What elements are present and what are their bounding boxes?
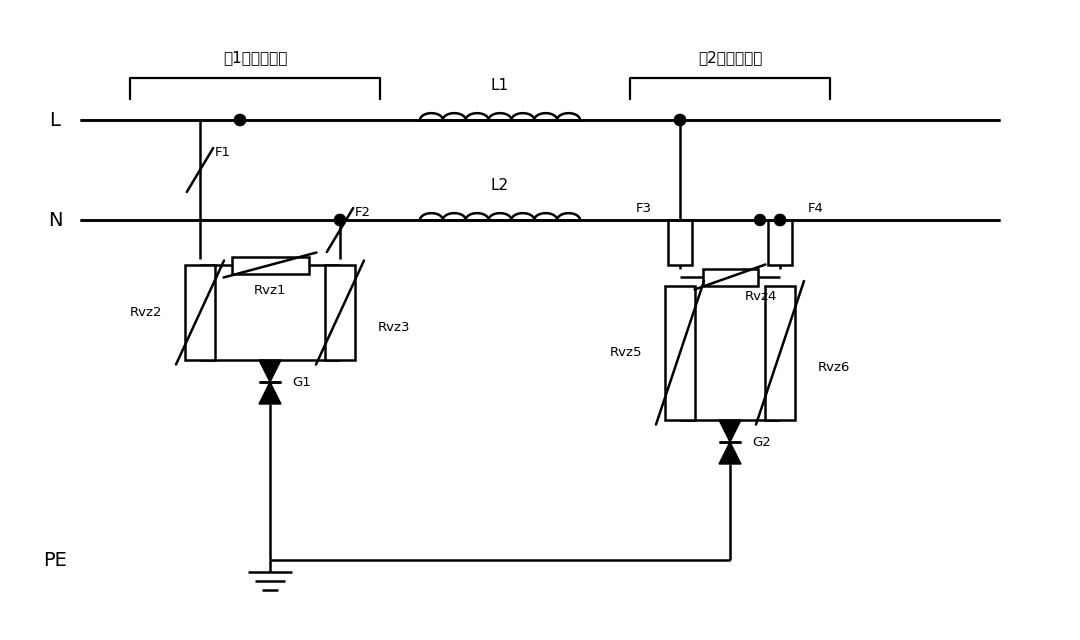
Text: L1: L1 [491, 77, 509, 93]
Text: F4: F4 [808, 202, 824, 214]
Text: Rvz1: Rvz1 [254, 284, 286, 296]
Bar [765, 285, 795, 420]
Text: 第2级防雷电路: 第2级防雷电路 [698, 51, 762, 65]
Text: F2: F2 [355, 205, 372, 218]
Text: F1: F1 [215, 145, 231, 159]
Text: Rvz4: Rvz4 [745, 291, 778, 303]
Bar [669, 220, 692, 265]
Circle shape [675, 115, 686, 125]
Text: G1: G1 [292, 376, 311, 388]
Circle shape [675, 115, 686, 125]
Bar [665, 285, 696, 420]
Polygon shape [259, 382, 281, 404]
Text: Rvz6: Rvz6 [818, 361, 850, 374]
Text: Rvz5: Rvz5 [609, 346, 642, 359]
Bar [702, 269, 757, 285]
Text: Rvz2: Rvz2 [130, 306, 162, 319]
Text: L: L [50, 111, 60, 129]
Circle shape [335, 214, 346, 225]
Bar [231, 257, 309, 273]
Circle shape [234, 115, 245, 125]
Polygon shape [259, 360, 281, 382]
Text: G2: G2 [752, 435, 771, 449]
Circle shape [755, 214, 766, 225]
Circle shape [774, 214, 785, 225]
Text: L2: L2 [491, 177, 509, 193]
Text: F3: F3 [636, 202, 652, 214]
Polygon shape [719, 442, 741, 464]
Text: N: N [48, 211, 63, 230]
Text: PE: PE [43, 550, 67, 570]
Text: Rvz3: Rvz3 [378, 321, 410, 334]
Circle shape [335, 214, 346, 225]
Bar [185, 265, 215, 360]
Circle shape [234, 115, 245, 125]
Text: 第1级防雷电路: 第1级防雷电路 [222, 51, 287, 65]
Bar [325, 265, 355, 360]
Polygon shape [719, 420, 741, 442]
Circle shape [774, 214, 785, 225]
Bar [768, 220, 792, 265]
